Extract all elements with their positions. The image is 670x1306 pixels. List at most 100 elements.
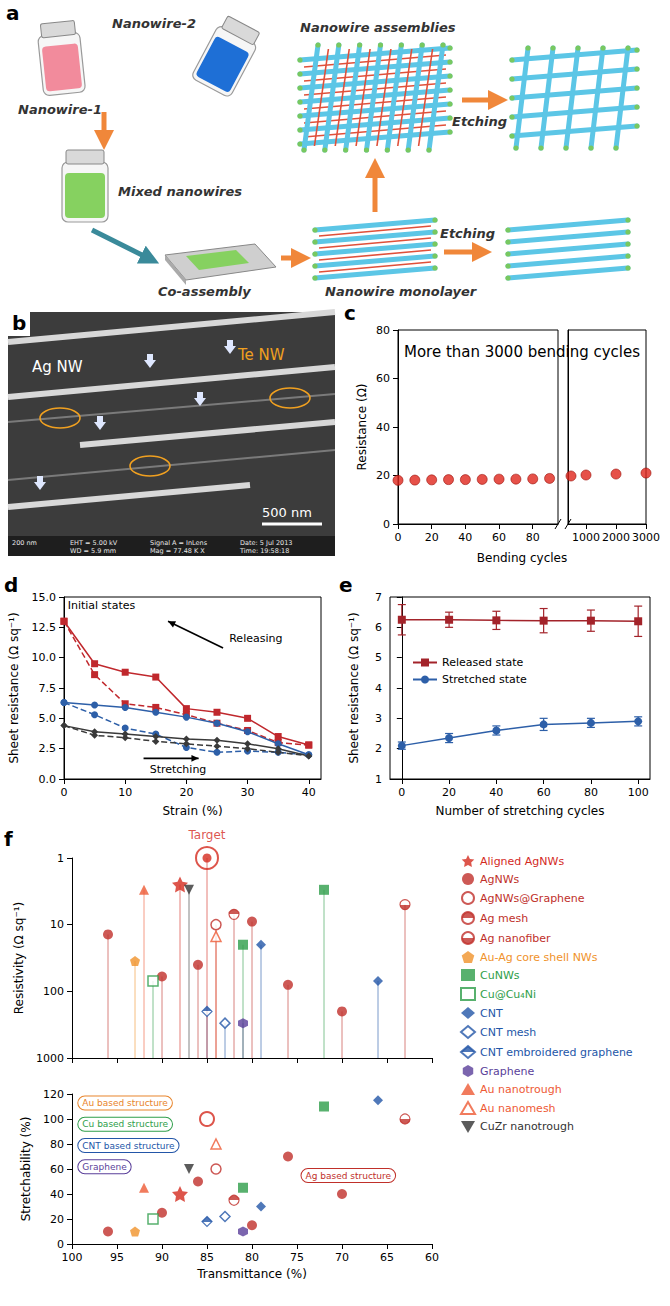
svg-text:60: 60 — [537, 786, 551, 799]
svg-text:0: 0 — [398, 786, 405, 799]
svg-text:Strain (%): Strain (%) — [162, 804, 222, 818]
svg-text:60: 60 — [425, 1251, 439, 1264]
svg-text:Resistance (Ω): Resistance (Ω) — [355, 383, 369, 470]
svg-text:0: 0 — [61, 786, 68, 799]
svg-text:Ag based structure: Ag based structure — [306, 1171, 392, 1181]
svg-text:100: 100 — [43, 985, 64, 998]
svg-text:Cu@Cu₄Ni: Cu@Cu₄Ni — [480, 988, 536, 1001]
svg-text:a: a — [6, 1, 20, 25]
svg-text:Etching: Etching — [452, 114, 507, 129]
svg-text:7.5: 7.5 — [39, 682, 57, 695]
svg-text:Nanowire-2: Nanowire-2 — [112, 16, 196, 31]
svg-text:Stretchability (%): Stretchability (%) — [19, 1117, 33, 1222]
svg-text:80: 80 — [584, 786, 598, 799]
svg-text:0: 0 — [383, 518, 390, 531]
svg-text:30: 30 — [241, 786, 255, 799]
svg-text:2000: 2000 — [602, 531, 630, 544]
svg-text:2.5: 2.5 — [39, 742, 57, 755]
svg-text:Releasing: Releasing — [229, 632, 282, 645]
svg-text:AgNWs: AgNWs — [480, 873, 520, 886]
svg-text:80: 80 — [526, 531, 540, 544]
svg-text:10.0: 10.0 — [32, 651, 57, 664]
svg-text:4: 4 — [375, 682, 382, 695]
svg-text:CNT based structure: CNT based structure — [82, 1141, 175, 1151]
svg-text:10: 10 — [118, 786, 132, 799]
svg-text:5: 5 — [375, 651, 382, 664]
svg-text:20: 20 — [425, 531, 439, 544]
svg-text:Signal A = InLens: Signal A = InLens — [150, 539, 208, 547]
svg-text:Te NW: Te NW — [237, 346, 285, 364]
svg-text:CuNWs: CuNWs — [480, 969, 520, 982]
svg-text:Target: Target — [187, 828, 225, 842]
svg-text:EHT = 5.00 kV: EHT = 5.00 kV — [70, 539, 118, 547]
svg-text:Sheet resistance (Ω sq⁻¹): Sheet resistance (Ω sq⁻¹) — [347, 612, 361, 763]
svg-text:0: 0 — [57, 1238, 64, 1251]
svg-text:AgNWs@Graphene: AgNWs@Graphene — [480, 892, 585, 905]
svg-text:80: 80 — [245, 1251, 259, 1264]
svg-text:70: 70 — [335, 1251, 349, 1264]
svg-text:CNT mesh: CNT mesh — [480, 1026, 536, 1039]
svg-text:b: b — [12, 311, 26, 335]
svg-text:Co-assembly: Co-assembly — [158, 284, 251, 299]
svg-text:Ag mesh: Ag mesh — [480, 912, 528, 925]
svg-text:1000: 1000 — [572, 531, 600, 544]
svg-text:7: 7 — [375, 591, 382, 604]
svg-text:100: 100 — [628, 786, 649, 799]
svg-text:60: 60 — [376, 372, 390, 385]
svg-text:90: 90 — [155, 1251, 169, 1264]
svg-text:Nanowire assemblies: Nanowire assemblies — [300, 20, 456, 35]
svg-text:95: 95 — [110, 1251, 124, 1264]
svg-text:More than 3000 bending cycles: More than 3000 bending cycles — [404, 343, 640, 361]
svg-text:15.0: 15.0 — [32, 591, 57, 604]
svg-text:80: 80 — [376, 324, 390, 337]
svg-text:0: 0 — [395, 531, 402, 544]
svg-text:Ag nanofiber: Ag nanofiber — [480, 932, 551, 945]
svg-text:40: 40 — [489, 786, 503, 799]
svg-text:Mag = 77.48 K X: Mag = 77.48 K X — [150, 547, 205, 555]
svg-text:Nanowire monolayer: Nanowire monolayer — [325, 284, 478, 299]
svg-text:Sheet resistance (Ω sq⁻¹): Sheet resistance (Ω sq⁻¹) — [7, 612, 21, 763]
svg-text:65: 65 — [380, 1251, 394, 1264]
svg-text:12.5: 12.5 — [32, 621, 57, 634]
svg-text:40: 40 — [50, 1188, 64, 1201]
svg-text:CuZr nanotrough: CuZr nanotrough — [480, 1120, 574, 1133]
svg-text:Graphene: Graphene — [82, 1162, 127, 1172]
svg-text:Au nanomesh: Au nanomesh — [480, 1102, 556, 1115]
svg-text:120: 120 — [43, 1088, 64, 1101]
svg-text:Au based structure: Au based structure — [82, 1098, 168, 1108]
svg-text:Nanowire-1: Nanowire-1 — [18, 102, 102, 117]
svg-text:40: 40 — [376, 421, 390, 434]
svg-text:40: 40 — [302, 786, 316, 799]
svg-text:Au nanotrough: Au nanotrough — [480, 1083, 562, 1096]
svg-text:Date: 5 Jul 2013: Date: 5 Jul 2013 — [240, 539, 292, 547]
svg-text:WD = 5.9 mm: WD = 5.9 mm — [70, 547, 116, 555]
svg-text:60: 60 — [50, 1163, 64, 1176]
svg-text:80: 80 — [50, 1138, 64, 1151]
svg-text:Stretching: Stretching — [150, 763, 207, 776]
svg-text:200 nm: 200 nm — [12, 539, 37, 547]
svg-text:3: 3 — [375, 712, 382, 725]
svg-text:Resistivity (Ω sq⁻¹): Resistivity (Ω sq⁻¹) — [12, 902, 26, 1014]
svg-text:20: 20 — [442, 786, 456, 799]
svg-text:2: 2 — [375, 742, 382, 755]
svg-text:1000: 1000 — [36, 1052, 64, 1065]
svg-text:Stretched state: Stretched state — [442, 673, 527, 686]
svg-text:60: 60 — [492, 531, 506, 544]
svg-text:20: 20 — [50, 1213, 64, 1226]
svg-text:0.0: 0.0 — [39, 773, 57, 786]
svg-text:5.0: 5.0 — [39, 712, 57, 725]
svg-text:100: 100 — [62, 1251, 83, 1264]
svg-text:20: 20 — [179, 786, 193, 799]
svg-text:Number of stretching cycles: Number of stretching cycles — [436, 804, 605, 818]
svg-text:Cu based structure: Cu based structure — [82, 1119, 168, 1129]
svg-text:20: 20 — [376, 469, 390, 482]
svg-text:Bending cycles: Bending cycles — [477, 551, 567, 565]
svg-text:100: 100 — [43, 1113, 64, 1126]
svg-text:85: 85 — [200, 1251, 214, 1264]
svg-text:Graphene: Graphene — [480, 1065, 534, 1078]
svg-text:3000: 3000 — [632, 531, 660, 544]
svg-text:Mixed nanowires: Mixed nanowires — [118, 184, 242, 199]
svg-text:1: 1 — [375, 773, 382, 786]
svg-text:Initial states: Initial states — [68, 599, 136, 612]
svg-text:Au-Ag core shell NWs: Au-Ag core shell NWs — [480, 951, 598, 964]
